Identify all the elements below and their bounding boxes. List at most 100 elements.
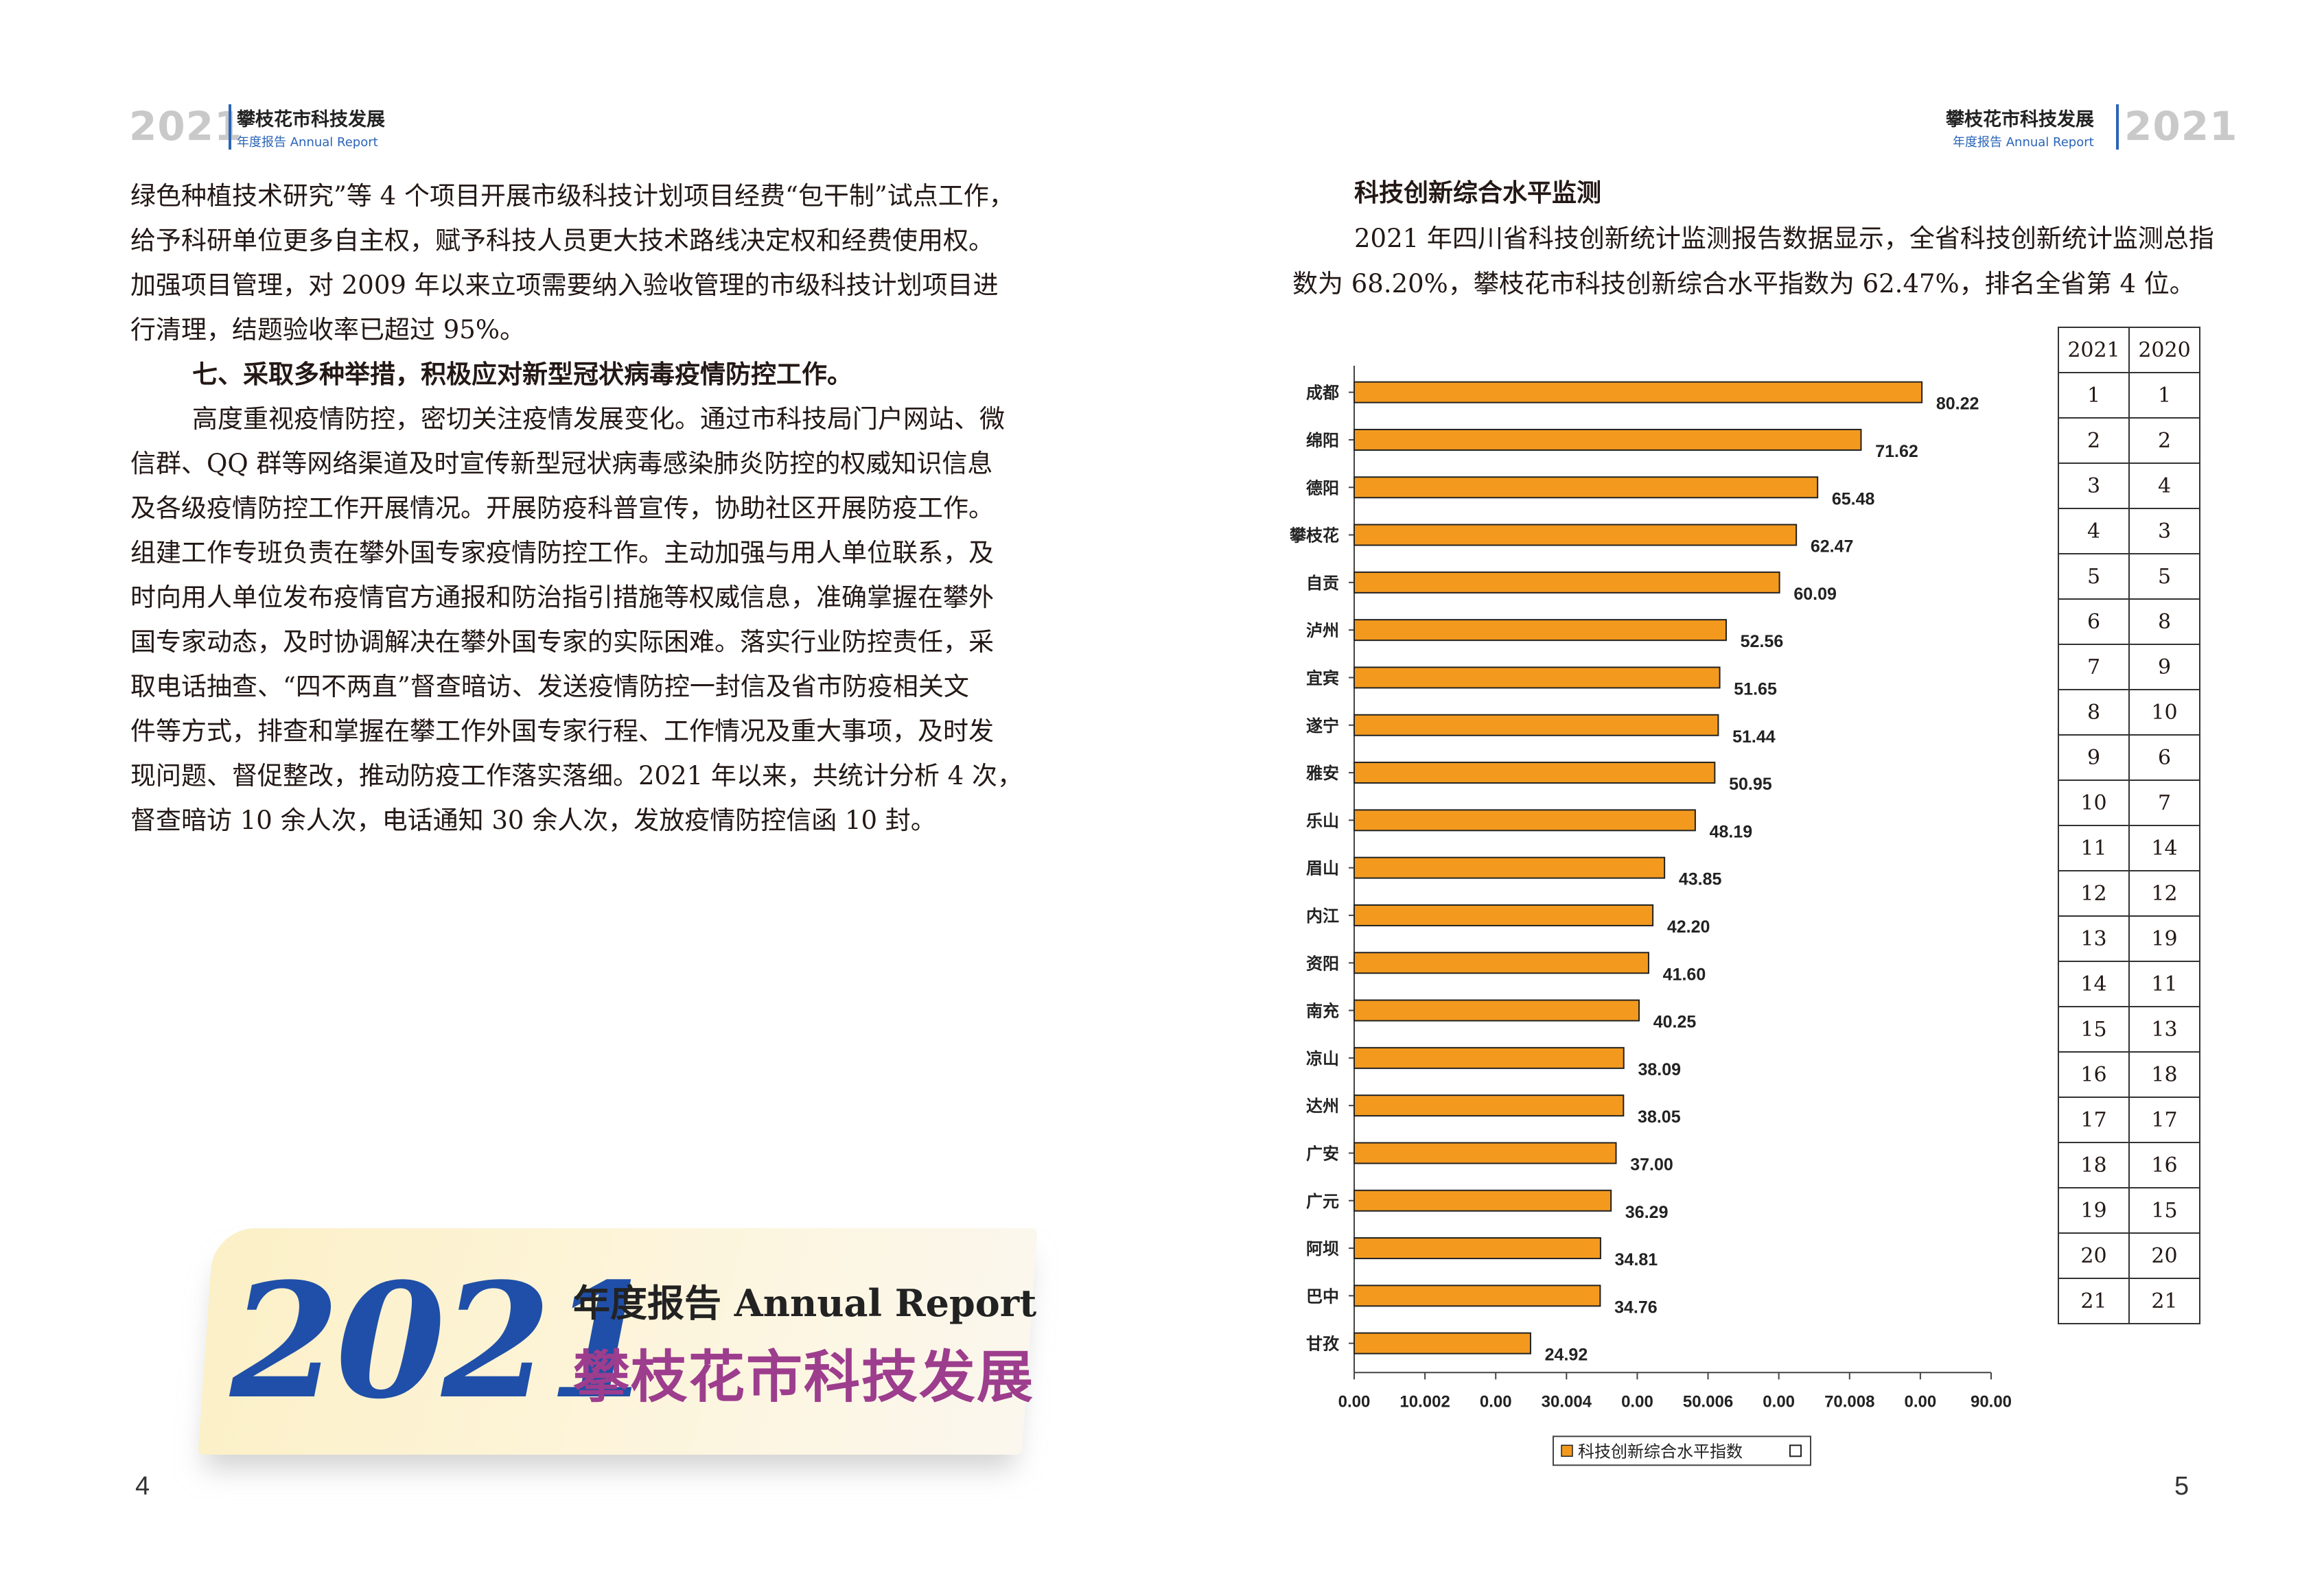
bar [1353,666,1721,689]
x-tick-label: 0.00 [1621,1392,1653,1411]
data-label: 37.00 [1630,1155,1673,1174]
rank-2021-cell: 21 [2058,1278,2130,1324]
data-label: 34.81 [1615,1250,1658,1269]
text-line: 信群、QQ 群等网络渠道及时宣传新型冠状病毒感染肺炎防控的权威知识信息 [130,449,993,478]
rank-2020-cell: 13 [2128,1006,2200,1053]
x-tick-label: 0.00 [1763,1392,1795,1411]
bar [1353,999,1640,1022]
header-subtitle: 年度报告 Annual Report [237,135,378,150]
x-tick-label: 0.00 [1338,1392,1371,1411]
rank-2020-cell: 5 [2128,553,2200,600]
banner-title: 攀枝花市科技发展 [573,1344,1035,1410]
x-tick-label: 70.008 [1824,1392,1874,1411]
bar [1353,714,1719,736]
category-label: 甘孜 [1306,1335,1340,1354]
rank-2021-cell: 4 [2058,508,2130,554]
rank-table-row: 15 13 [2058,1006,2200,1053]
category-label: 泸州 [1306,621,1339,640]
category-label: 资阳 [1306,954,1339,973]
data-label: 71.62 [1875,442,1918,461]
legend-box [1553,1435,1811,1466]
category-label: 广元 [1306,1192,1339,1211]
bar [1353,1285,1601,1307]
x-tick-label: 90.00 [1971,1392,2012,1411]
data-label: 52.56 [1741,632,1784,651]
banner-subtitle: 年度报告 Annual Report [573,1281,1037,1325]
data-label: 42.20 [1667,917,1710,937]
rank-2020-cell: 12 [2128,870,2200,917]
x-tick-label: 0.00 [1480,1392,1512,1411]
x-tick-label: 10.002 [1399,1392,1450,1411]
rank-table-row: 21 21 [2058,1278,2200,1324]
rank-header-2020: 2020 [2128,327,2200,373]
data-label: 36.29 [1625,1203,1669,1222]
text-line: 督查暗访 10 余人次，电话通知 30 余人次，发放疫情防控信函 10 封。 [130,806,936,835]
category-label: 成都 [1306,384,1339,403]
bar [1353,1189,1612,1212]
text-line: 加强项目管理，对 2009 年以来立项需要纳入验收管理的市级科技计划项目进 [130,270,999,300]
rank-2021-cell: 17 [2058,1097,2130,1143]
bar [1353,428,1862,451]
rank-header-2021: 2021 [2058,327,2130,373]
data-label: 65.48 [1832,489,1875,508]
text-line: 绿色种植技术研究”等 4 个项目开展市级科技计划项目经费“包干制”试点工作， [130,181,1014,211]
bar [1353,1237,1601,1260]
bar [1353,762,1716,784]
header-title: 攀枝花市科技发展 [1946,109,2094,130]
page-number: 5 [2174,1472,2189,1501]
category-label: 攀枝花 [1289,526,1339,546]
rank-2021-cell: 16 [2058,1051,2130,1098]
header-year: 2021 [2124,103,2238,150]
category-label: 达州 [1306,1097,1339,1116]
right-page: 攀枝花市科技发展 年度报告 Annual Report 2021 科技创新综合水… [1162,0,2324,1594]
data-label: 51.65 [1734,679,1777,699]
rank-2020-cell: 2 [2128,417,2200,464]
bar [1353,1142,1617,1164]
rank-2021-cell: 5 [2058,553,2130,600]
category-label: 自贡 [1306,574,1339,593]
bar [1353,381,1923,403]
rank-2020-cell: 9 [2128,644,2200,690]
rank-2020-cell: 17 [2128,1097,2200,1143]
section-heading: 七、采取多种举措，积极应对新型冠状病毒疫情防控工作。 [192,360,852,389]
rank-2021-cell: 13 [2058,915,2130,962]
category-label: 宜宾 [1306,668,1339,688]
text-line: 及各级疫情防控工作开展情况。开展防疫科普宣传，协助社区开展防疫工作。 [130,493,994,523]
data-label: 38.09 [1638,1060,1681,1079]
category-label: 乐山 [1306,811,1339,830]
rank-2020-cell: 20 [2128,1232,2200,1279]
data-label: 51.44 [1732,727,1776,747]
text-line: 件等方式，排查和掌握在攀工作外国专家行程、工作情况及重大事项，及时发 [130,716,994,746]
text-line: 给予科研单位更多自主权，赋予科技人员更大技术路线决定权和经费使用权。 [130,226,994,255]
text-line: 高度重视疫情防控，密切关注疫情发展变化。通过市科技局门户网站、微 [192,404,1005,434]
text-line: 行清理，结题验收率已超过 95%。 [130,315,525,344]
bar [1353,1046,1625,1069]
rank-2021-cell: 18 [2058,1142,2130,1188]
bar [1353,524,1798,546]
page-number: 4 [135,1472,150,1501]
text-line: 取电话抽查、“四不两直”督查暗访、发送疫情防控一封信及省市防疫相关文 [130,672,969,701]
category-label: 绵阳 [1306,431,1339,450]
rank-2020-cell: 6 [2128,734,2200,781]
data-label: 60.09 [1793,585,1837,604]
x-tick-label: 30.004 [1542,1392,1592,1411]
paragraph-1: 绿色种植技术研究”等 4 个项目开展市级科技计划项目经费“包干制”试点工作， 给… [130,174,1057,843]
rank-2021-cell: 11 [2058,825,2130,871]
header-title: 攀枝花市科技发展 [237,109,385,130]
rank-2020-cell: 3 [2128,508,2200,554]
bar-chart: 0.00 10.002 0.00 30.004 0.00 50.006 0.00 70.008… [1289,366,2012,1466]
x-tick-label: 50.006 [1683,1392,1733,1411]
rank-2020-cell: 14 [2128,825,2200,871]
rank-2021-cell: 10 [2058,780,2130,826]
rank-table-row: 12 12 [2058,870,2200,917]
rank-2020-cell: 1 [2128,372,2200,419]
rank-table-row: 16 18 [2058,1051,2200,1098]
bar [1353,809,1696,832]
data-label: 38.05 [1638,1107,1681,1127]
rank-table-row: 20 20 [2058,1232,2200,1279]
intro-paragraph: 2021 年四川省科技创新统计监测报告数据显示，全省科技创新统计监测总指数为 6… [1292,224,2214,298]
section-title: 科技创新综合水平监测 [1354,179,1602,207]
